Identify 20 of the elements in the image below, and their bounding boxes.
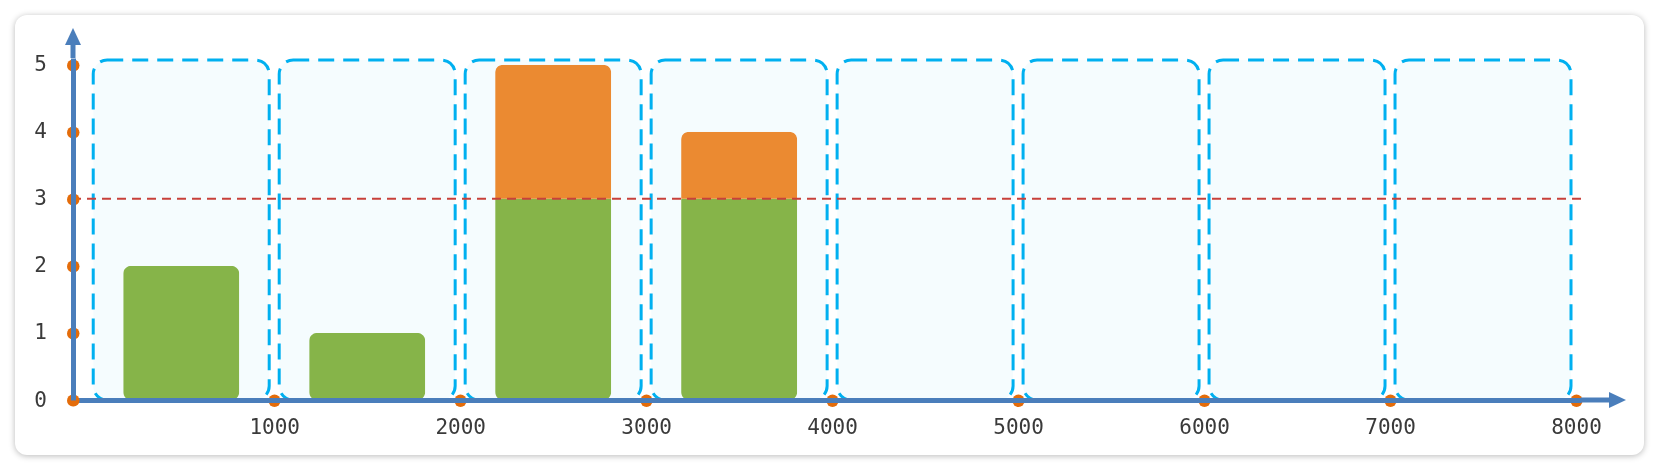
bar — [681, 198, 798, 400]
x-tick-label: 4000 — [807, 415, 858, 439]
bar — [495, 198, 612, 400]
y-tick-label: 1 — [34, 320, 47, 345]
x-tick-label: 8000 — [1551, 415, 1602, 439]
bar — [495, 64, 612, 199]
y-tick-label: 0 — [34, 387, 47, 412]
x-tick-label: 1000 — [249, 415, 300, 439]
y-tick-label: 4 — [34, 119, 47, 144]
x-tick-label: 2000 — [435, 415, 486, 439]
y-tick-label: 2 — [34, 253, 47, 278]
bar — [681, 131, 798, 199]
bar — [309, 332, 426, 400]
x-tick-label: 3000 — [621, 415, 672, 439]
bar — [123, 265, 240, 400]
y-tick-label: 3 — [34, 186, 47, 211]
x-tick-label: 5000 — [993, 415, 1044, 439]
x-tick-label: 6000 — [1179, 415, 1230, 439]
x-tick-label: 7000 — [1365, 415, 1416, 439]
y-tick-label: 5 — [34, 52, 47, 77]
